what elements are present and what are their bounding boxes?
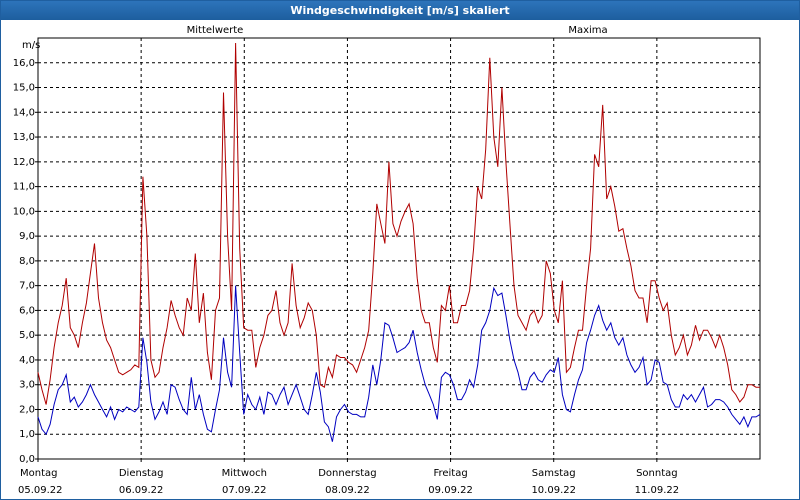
y-tick-label: 7,0 xyxy=(19,281,35,292)
grid-lines xyxy=(38,38,760,459)
series-lines xyxy=(37,42,761,442)
legend-maxima: Maxima xyxy=(568,25,607,36)
y-tick-label: 14,0 xyxy=(13,107,35,118)
x-tick-date-label: 10.09.22 xyxy=(531,485,576,496)
window-title: Windgeschwindigkeit [m/s] skaliert xyxy=(1,1,799,20)
y-axis-label: m/s xyxy=(22,40,40,51)
x-tick-date-label: 08.09.22 xyxy=(325,485,370,496)
x-tick-day-label: Dienstag xyxy=(119,468,164,479)
x-tick-day-label: Donnerstag xyxy=(318,468,376,479)
x-tick-date-label: 06.09.22 xyxy=(119,485,164,496)
y-tick-label: 2,0 xyxy=(19,404,35,415)
y-tick-label: 6,0 xyxy=(19,305,35,316)
y-tick-label: 13,0 xyxy=(13,132,35,143)
y-tick-label: 3,0 xyxy=(19,380,35,391)
x-tick-date-label: 11.09.22 xyxy=(635,485,680,496)
plot-area xyxy=(37,37,761,460)
y-tick-label: 4,0 xyxy=(19,355,35,366)
y-tick-label: 15,0 xyxy=(13,83,35,94)
y-tick-label: 0,0 xyxy=(19,454,35,465)
series-line-mittelwerte xyxy=(37,285,761,442)
y-tick-label: 11,0 xyxy=(13,182,35,193)
x-tick-date-label: 07.09.22 xyxy=(222,485,267,496)
y-tick-label: 12,0 xyxy=(13,157,35,168)
x-axis: Montag 05.09.22 Dienstag 06.09.22 Mittwoch 07… xyxy=(18,459,679,496)
x-tick-day-label: Freitag xyxy=(433,468,467,479)
y-tick-label: 10,0 xyxy=(13,206,35,217)
x-tick-day-label: Mittwoch xyxy=(222,468,267,479)
x-tick-date-label: 05.09.22 xyxy=(18,485,63,496)
legend-mittelwerte: Mittelwerte xyxy=(187,25,244,36)
x-tick-date-label: 09.09.22 xyxy=(428,485,473,496)
y-tick-label: 1,0 xyxy=(19,429,35,440)
x-tick-day-label: Sonntag xyxy=(636,468,678,479)
y-tick-label: 16,0 xyxy=(13,58,35,69)
y-axis: 0,0 1,0 2,0 3,0 4,0 5,0 6,0 7,0 8,0 9,0 10,0 11,0 12… xyxy=(13,58,38,465)
x-tick-day-label: Samstag xyxy=(532,468,576,479)
y-tick-label: 9,0 xyxy=(19,231,35,242)
y-tick-label: 5,0 xyxy=(19,330,35,341)
series-line-maxima xyxy=(37,42,760,405)
x-tick-day-label: Montag xyxy=(20,468,57,479)
y-tick-label: 8,0 xyxy=(19,256,35,267)
